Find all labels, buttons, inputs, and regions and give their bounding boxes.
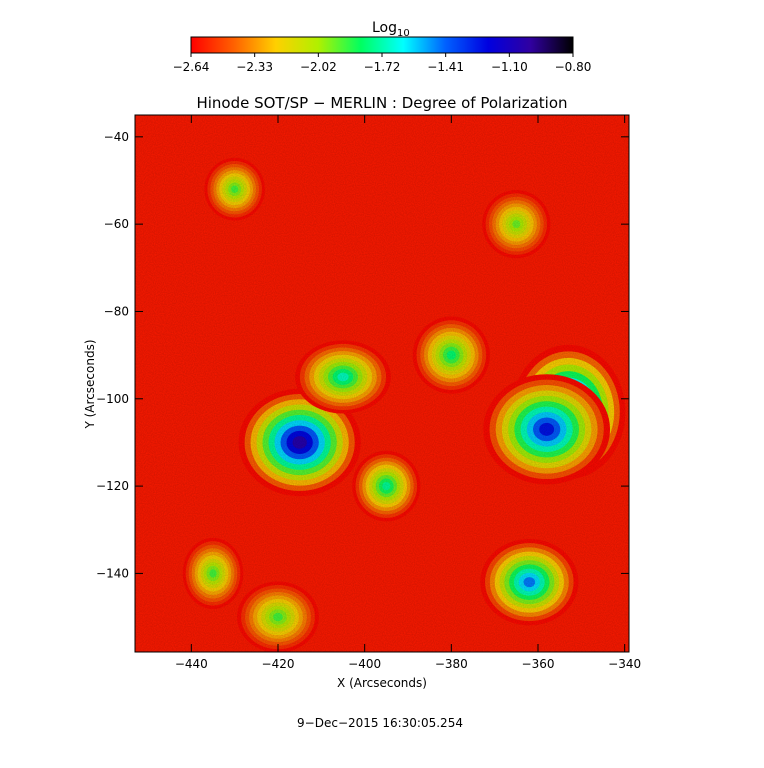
y-tick-label: −40 (104, 130, 129, 144)
x-tick-label: −360 (522, 657, 555, 671)
y-tick-label: −120 (96, 479, 129, 493)
y-tick-label: −60 (104, 217, 129, 231)
y-tick-label: −140 (96, 566, 129, 580)
colorbar-tick-label: −2.02 (300, 60, 337, 74)
plot-frame (134, 114, 630, 653)
x-axis-label: X (Arcseconds) (337, 676, 427, 690)
colorbar-ticks: −2.64 −2.33 −2.02 −1.72 −1.41 −1.10 −0.80 (173, 53, 592, 74)
y-axis-ticks: −40 −60 −80 −100 −120 −140 (96, 130, 629, 580)
x-tick-label: −440 (175, 657, 208, 671)
x-tick-label: −420 (262, 657, 295, 671)
colorbar-tick-label: −1.10 (491, 60, 528, 74)
y-axis-label: Y (Arcseconds) (83, 339, 97, 429)
colorbar-tick-label: −2.64 (173, 60, 210, 74)
y-tick-label: −100 (96, 392, 129, 406)
x-tick-label: −380 (435, 657, 468, 671)
timestamp: 9−Dec−2015 16:30:05.254 (297, 716, 463, 730)
colorbar-tick-label: −0.80 (555, 60, 592, 74)
colorbar-tick-label: −1.41 (427, 60, 464, 74)
colorbar-label: Log10 (372, 20, 410, 39)
x-tick-label: −400 (348, 657, 381, 671)
x-axis-ticks: −440 −420 −400 −380 −360 −340 (175, 115, 641, 671)
colorbar (190, 36, 574, 54)
colorbar-tick-label: −2.33 (236, 60, 273, 74)
x-tick-label: −340 (608, 657, 641, 671)
heatmap-image (135, 115, 629, 652)
y-tick-label: −80 (104, 304, 129, 318)
colorbar-tick-label: −1.72 (364, 60, 401, 74)
chart-title: Hinode SOT/SP − MERLIN : Degree of Polar… (196, 94, 567, 112)
